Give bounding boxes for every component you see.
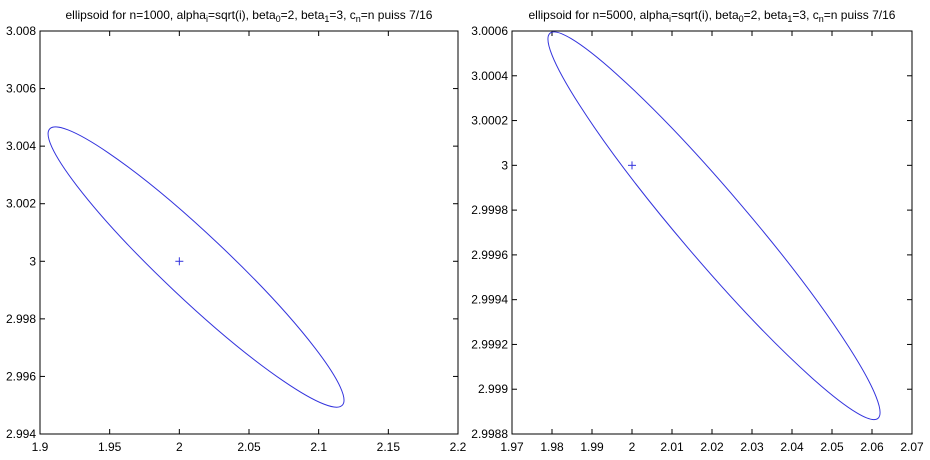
y-tick-label: 3.0002 — [471, 114, 508, 128]
x-tick-label: 2.1 — [310, 440, 327, 454]
chart-title-segment: =3, c — [329, 8, 355, 22]
chart-title-segment: =sqrt(i), beta — [208, 8, 276, 22]
y-tick-label: 2.998 — [6, 312, 36, 326]
x-tick-label: 2.04 — [780, 440, 804, 454]
plot-area-frame — [39, 30, 459, 435]
y-tick-label: 2.994 — [6, 427, 36, 441]
confidence-ellipse — [47, 126, 345, 408]
chart-title-segment: ellipsoid for n=5000, alpha — [529, 8, 670, 22]
chart-title-segment: ellipsoid for n=1000, alpha — [66, 8, 207, 22]
chart-title-subscript: n — [819, 14, 824, 24]
chart-left: ellipsoid for n=1000, alphai=sqrt(i), be… — [6, 8, 467, 454]
y-tick-label: 2.9998 — [471, 203, 508, 217]
x-tick-label: 2.05 — [237, 440, 261, 454]
y-tick-label: 3.0006 — [471, 24, 508, 38]
x-tick-label: 2.15 — [377, 440, 401, 454]
x-tick-label: 2.03 — [740, 440, 764, 454]
x-tick-label: 1.98 — [540, 440, 564, 454]
y-tick-label: 2.996 — [6, 369, 36, 383]
x-tick-label: 2.05 — [820, 440, 844, 454]
x-tick-label: 2 — [176, 440, 183, 454]
x-tick-label: 2.07 — [900, 440, 924, 454]
chart-title-subscript: 1 — [324, 14, 329, 24]
chart-title-subscript: i — [669, 14, 671, 24]
y-tick-label: 3.006 — [6, 82, 36, 96]
chart-title-subscript: 1 — [787, 14, 792, 24]
x-tick-label: 2.2 — [450, 440, 467, 454]
y-tick-label: 3.002 — [6, 197, 36, 211]
x-tick-label: 1.95 — [98, 440, 122, 454]
chart-title-subscript: 0 — [276, 14, 281, 24]
x-tick-label: 2.01 — [660, 440, 684, 454]
chart-title-segment: =3, c — [792, 8, 818, 22]
chart-title-segment: =2, beta — [744, 8, 788, 22]
y-tick-label: 3 — [501, 158, 508, 172]
x-tick-label: 1.97 — [500, 440, 524, 454]
chart-title: ellipsoid for n=5000, alphai=sqrt(i), be… — [529, 8, 896, 24]
chart-title-subscript: n — [356, 14, 361, 24]
chart-title-segment: =n puiss 7/16 — [361, 8, 433, 22]
chart-title-segment: =sqrt(i), beta — [671, 8, 739, 22]
x-tick-label: 2 — [629, 440, 636, 454]
y-tick-label: 3.008 — [6, 24, 36, 38]
chart-title-segment: =2, beta — [281, 8, 325, 22]
y-tick-label: 2.9994 — [471, 293, 508, 307]
y-tick-label: 3.0004 — [471, 69, 508, 83]
center-plus-marker — [175, 257, 184, 266]
y-tick-label: 2.999 — [478, 382, 508, 396]
plot-area-frame — [511, 30, 913, 435]
chart-title-subscript: i — [206, 14, 208, 24]
chart-title-segment: =n puiss 7/16 — [824, 8, 896, 22]
confidence-ellipse — [547, 31, 881, 421]
center-plus-marker — [628, 161, 636, 170]
y-tick-label: 2.9988 — [471, 427, 508, 441]
x-tick-label: 1.9 — [32, 440, 49, 454]
chart-title-subscript: 0 — [739, 14, 744, 24]
chart-right: ellipsoid for n=5000, alphai=sqrt(i), be… — [471, 8, 924, 454]
y-tick-label: 2.9992 — [471, 337, 508, 351]
x-tick-label: 1.99 — [580, 440, 604, 454]
y-tick-label: 3 — [29, 254, 36, 268]
y-tick-label: 3.004 — [6, 139, 36, 153]
y-tick-label: 2.9996 — [471, 248, 508, 262]
x-tick-label: 2.02 — [700, 440, 724, 454]
x-tick-label: 2.06 — [860, 440, 884, 454]
chart-title: ellipsoid for n=1000, alphai=sqrt(i), be… — [66, 8, 433, 24]
